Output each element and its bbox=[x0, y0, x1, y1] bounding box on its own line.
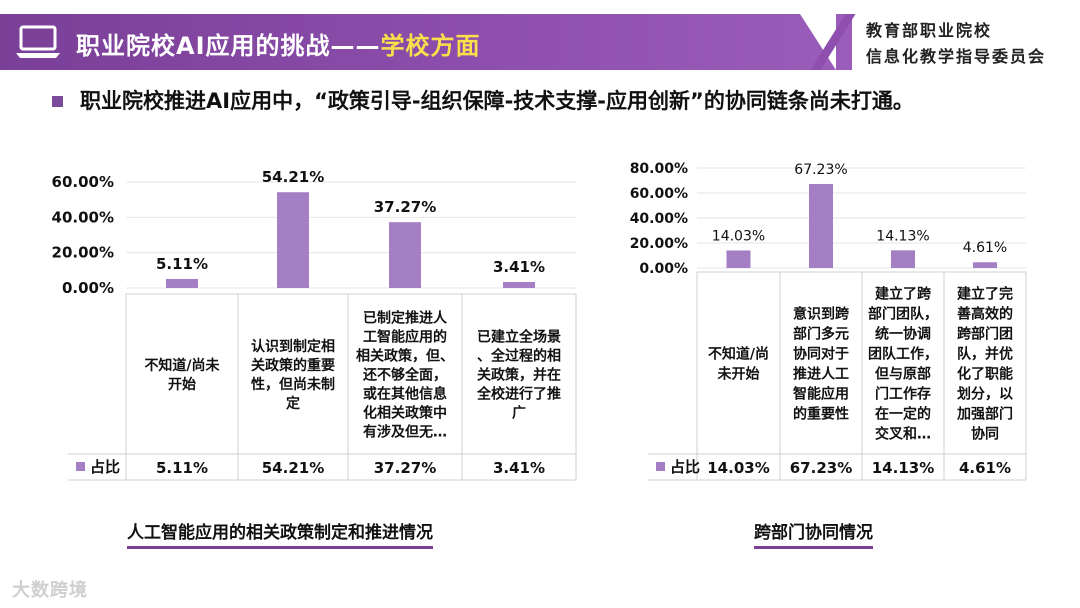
chart2-category-label: 建立了完善高效的跨部门团队，并优化了职能划分，以加强部门协同 bbox=[956, 286, 1013, 443]
chart1-table-value: 54.21% bbox=[262, 459, 324, 477]
organization-line-2: 信息化教学指导委员会 bbox=[866, 47, 1047, 66]
chart1-table-value: 3.41% bbox=[493, 459, 545, 477]
bullet-square-icon bbox=[52, 96, 63, 107]
chart1-legend-swatch bbox=[76, 462, 85, 471]
chart2-y-tick-label: 20.00% bbox=[630, 236, 688, 252]
chart2-caption: 跨部门协同情况 bbox=[754, 518, 873, 549]
chart1-category-label: 已制定推进人工智能应用的相关政策，但、还不够全面，或在其他信息化相关政策中有涉及… bbox=[356, 309, 454, 440]
page-title: 职业院校AI应用的挑战——学校方面 bbox=[76, 26, 481, 61]
organization-name: 教育部职业院校 信息化教学指导委员会 bbox=[866, 18, 1071, 70]
chart2-bar bbox=[891, 250, 915, 268]
chart2-category-label: 意识到跨部门多元协同对于推进人工智能应用的重要性 bbox=[792, 306, 850, 423]
chart2-bar bbox=[973, 262, 997, 268]
chart1-y-tick-label: 60.00% bbox=[52, 173, 114, 191]
chart2-legend-swatch bbox=[656, 462, 665, 471]
chart2-y-tick-label: 60.00% bbox=[630, 186, 688, 202]
chart2-y-tick-label: 0.00% bbox=[639, 261, 688, 277]
chart1-bar bbox=[277, 192, 309, 288]
page-title-highlight: 学校方面 bbox=[380, 32, 481, 60]
chart2-table-value: 14.13% bbox=[872, 459, 934, 477]
page-title-main: 职业院校AI应用的挑战—— bbox=[76, 32, 381, 60]
chart1-y-tick-label: 20.00% bbox=[52, 244, 114, 262]
chart1-category-label: 不知道/尚未开始 bbox=[144, 357, 220, 393]
chart1-data-label: 5.11% bbox=[156, 255, 208, 273]
chart2-legend-label: 占比 bbox=[670, 458, 700, 476]
watermark: 大数跨境 bbox=[12, 580, 88, 601]
chart2-y-tick-label: 40.00% bbox=[630, 211, 688, 227]
chart2-table-value: 4.61% bbox=[959, 459, 1011, 477]
chart2-table-value: 67.23% bbox=[790, 459, 852, 477]
chart1-caption: 人工智能应用的相关政策制定和推进情况 bbox=[127, 518, 433, 549]
chart1-y-tick-label: 40.00% bbox=[52, 208, 114, 226]
chart2-bar bbox=[809, 183, 833, 268]
chart2-table-value: 14.03% bbox=[707, 459, 769, 477]
lead-statement: 职业院校推进AI应用中，“政策引导-组织保障-技术支撑-应用创新”的协同链条尚未… bbox=[80, 89, 914, 113]
laptop-icon bbox=[16, 25, 60, 58]
chart1-legend-label: 占比 bbox=[90, 458, 120, 476]
chart2-data-label: 14.03% bbox=[712, 228, 765, 244]
chart2-bar bbox=[726, 250, 751, 268]
chart1-data-label: 3.41% bbox=[493, 258, 545, 276]
organization-line-1: 教育部职业院校 bbox=[866, 21, 993, 40]
title-banner bbox=[0, 14, 852, 70]
chart1-bar bbox=[503, 281, 535, 288]
chart2-data-label: 14.13% bbox=[876, 228, 929, 244]
chart1-table-value: 37.27% bbox=[374, 459, 436, 477]
chart2-y-tick-label: 80.00% bbox=[630, 161, 688, 177]
chart1-category-label: 认识到制定相关政策的重要性，但尚未制定 bbox=[251, 338, 335, 412]
chart1-y-tick-label: 0.00% bbox=[62, 279, 114, 297]
chart2-data-label: 4.61% bbox=[963, 240, 1007, 256]
chart2-data-label: 67.23% bbox=[794, 162, 847, 178]
chart1-table-value: 5.11% bbox=[156, 459, 208, 477]
chart1-bar bbox=[389, 222, 421, 288]
chart1-category-label: 已建立全场景、全过程的相关政策，并在全校进行了推广 bbox=[476, 328, 561, 421]
chart2-category-label: 建立了跨部门团队，统一协调团队工作，但与原部门工作存在一定的交叉和… bbox=[868, 286, 938, 443]
chart2-category-label: 不知道/尚未开始 bbox=[708, 346, 769, 383]
chart1-data-label: 37.27% bbox=[374, 198, 436, 216]
chart1-bar bbox=[166, 278, 198, 288]
chart1-data-label: 54.21% bbox=[262, 168, 324, 186]
